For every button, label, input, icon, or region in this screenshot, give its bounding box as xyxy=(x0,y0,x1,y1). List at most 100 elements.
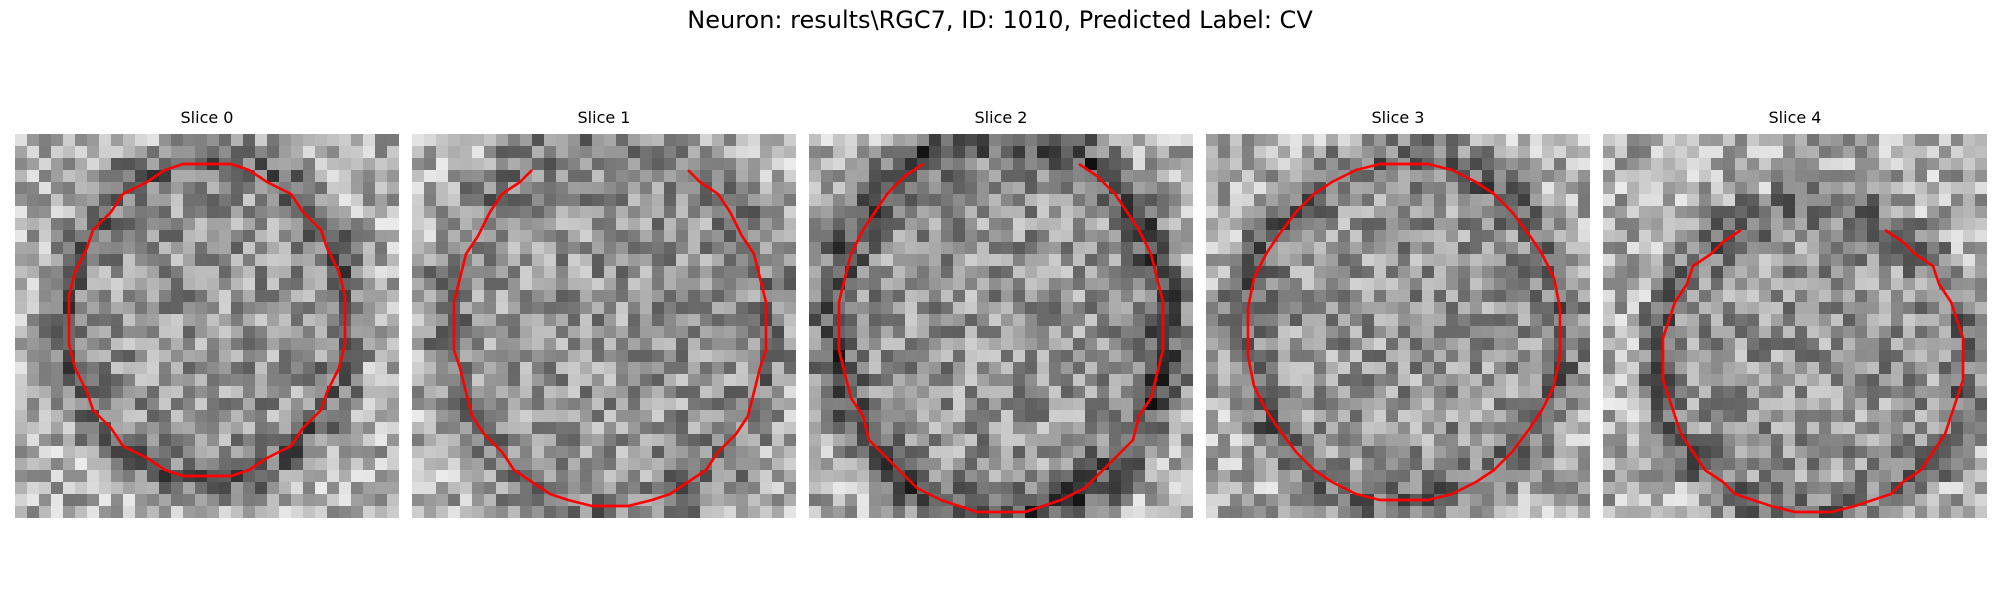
pixel-cell xyxy=(1735,362,1747,374)
pixel-cell xyxy=(1506,482,1518,494)
pixel-cell xyxy=(1975,230,1987,242)
pixel-cell xyxy=(1494,422,1506,434)
pixel-cell xyxy=(977,254,989,266)
pixel-cell xyxy=(1073,302,1085,314)
pixel-cell xyxy=(135,266,147,278)
pixel-cell xyxy=(1494,314,1506,326)
pixel-cell xyxy=(1687,326,1699,338)
pixel-cell xyxy=(1675,446,1687,458)
pixel-cell xyxy=(15,182,27,194)
pixel-cell xyxy=(1807,338,1819,350)
pixel-cell xyxy=(989,446,1001,458)
pixel-cell xyxy=(460,278,472,290)
pixel-cell xyxy=(592,434,604,446)
pixel-cell xyxy=(652,398,664,410)
pixel-cell xyxy=(1807,458,1819,470)
pixel-cell xyxy=(1326,362,1338,374)
pixel-cell xyxy=(1554,470,1566,482)
pixel-cell xyxy=(51,338,63,350)
pixel-cell xyxy=(616,182,628,194)
pixel-cell xyxy=(616,494,628,506)
pixel-cell xyxy=(1374,218,1386,230)
pixel-cell xyxy=(1398,374,1410,386)
pixel-cell xyxy=(1350,362,1362,374)
pixel-cell xyxy=(1446,278,1458,290)
pixel-cell xyxy=(255,506,267,518)
pixel-cell xyxy=(351,398,363,410)
pixel-cell xyxy=(87,434,99,446)
pixel-cell xyxy=(1554,266,1566,278)
pixel-cell xyxy=(183,410,195,422)
pixel-cell xyxy=(1001,158,1013,170)
pixel-cell xyxy=(243,398,255,410)
pixel-cell xyxy=(1530,458,1542,470)
pixel-cell xyxy=(1542,230,1554,242)
pixel-cell xyxy=(1362,386,1374,398)
pixel-cell xyxy=(243,326,255,338)
pixel-cell xyxy=(1482,326,1494,338)
pixel-cell xyxy=(1013,170,1025,182)
pixel-cell xyxy=(147,302,159,314)
pixel-cell xyxy=(375,290,387,302)
pixel-cell xyxy=(424,470,436,482)
pixel-cell xyxy=(1675,326,1687,338)
pixel-cell xyxy=(1831,218,1843,230)
pixel-cell xyxy=(760,158,772,170)
pixel-cell xyxy=(1518,242,1530,254)
pixel-cell xyxy=(1603,170,1615,182)
pixel-cell xyxy=(772,494,784,506)
pixel-cell xyxy=(1242,182,1254,194)
pixel-cell xyxy=(977,338,989,350)
pixel-cell xyxy=(363,422,375,434)
pixel-cell xyxy=(219,134,231,146)
pixel-cell xyxy=(1025,194,1037,206)
pixel-cell xyxy=(1145,470,1157,482)
pixel-cell xyxy=(27,170,39,182)
pixel-cell xyxy=(183,278,195,290)
pixel-cell xyxy=(1795,194,1807,206)
pixel-cell xyxy=(1278,278,1290,290)
pixel-cell xyxy=(929,182,941,194)
pixel-cell xyxy=(568,434,580,446)
pixel-cell xyxy=(27,386,39,398)
pixel-cell xyxy=(640,350,652,362)
pixel-cell xyxy=(1903,254,1915,266)
pixel-cell xyxy=(544,314,556,326)
pixel-cell xyxy=(833,434,845,446)
pixel-cell xyxy=(291,254,303,266)
pixel-cell xyxy=(183,434,195,446)
pixel-cell xyxy=(881,146,893,158)
pixel-cell xyxy=(1290,314,1302,326)
pixel-cell xyxy=(917,278,929,290)
pixel-cell xyxy=(640,314,652,326)
pixel-cell xyxy=(1675,146,1687,158)
pixel-cell xyxy=(1506,146,1518,158)
pixel-cell xyxy=(484,482,496,494)
pixel-cell xyxy=(700,290,712,302)
pixel-cell xyxy=(592,338,604,350)
pixel-cell xyxy=(171,182,183,194)
pixel-cell xyxy=(628,350,640,362)
pixel-cell xyxy=(953,134,965,146)
pixel-cell xyxy=(628,170,640,182)
pixel-cell xyxy=(1085,374,1097,386)
pixel-cell xyxy=(676,374,688,386)
pixel-cell xyxy=(484,134,496,146)
pixel-cell xyxy=(1278,170,1290,182)
pixel-cell xyxy=(1374,134,1386,146)
pixel-cell xyxy=(1085,146,1097,158)
pixel-cell xyxy=(1915,230,1927,242)
pixel-cell xyxy=(1133,446,1145,458)
pixel-cell xyxy=(1061,458,1073,470)
pixel-cell xyxy=(1242,254,1254,266)
pixel-cell xyxy=(135,422,147,434)
pixel-cell xyxy=(39,206,51,218)
pixel-cell xyxy=(448,134,460,146)
pixel-cell xyxy=(1446,470,1458,482)
pixel-cell xyxy=(1687,194,1699,206)
pixel-cell xyxy=(1326,422,1338,434)
pixel-cell xyxy=(1290,290,1302,302)
pixel-cell xyxy=(1386,338,1398,350)
pixel-cell xyxy=(1819,230,1831,242)
pixel-cell xyxy=(1615,362,1627,374)
